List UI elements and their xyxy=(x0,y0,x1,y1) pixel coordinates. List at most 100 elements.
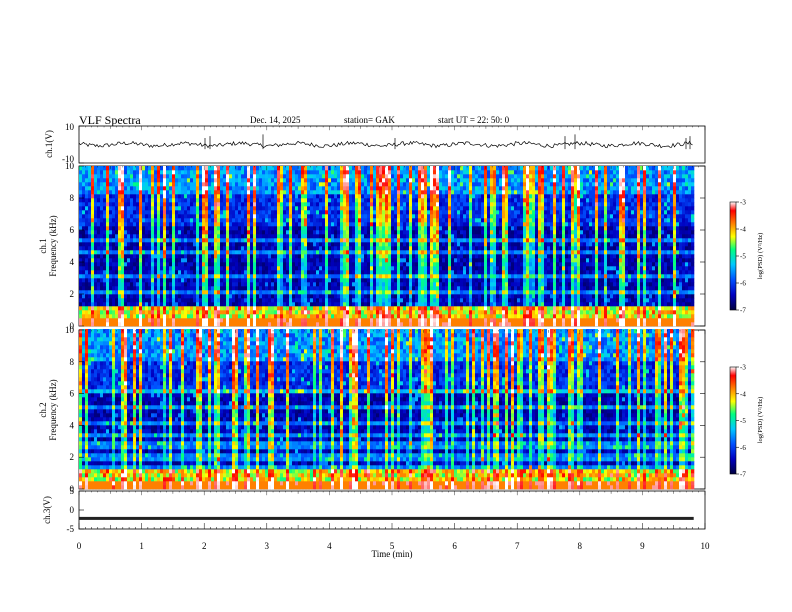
spectrogram-cell xyxy=(214,282,218,287)
spectrogram-cell xyxy=(166,242,170,247)
spectrogram-cell xyxy=(238,226,242,231)
spectrogram-cell xyxy=(229,170,233,175)
spectrogram-cell xyxy=(448,322,452,327)
spectrogram-cell xyxy=(181,246,185,251)
spectrogram-cell xyxy=(400,266,404,271)
spectrogram-cell xyxy=(97,286,101,291)
spectrogram-cell xyxy=(304,246,308,251)
spectrogram-cell xyxy=(412,306,416,311)
spectrogram-cell xyxy=(328,202,332,207)
spectrogram-cell xyxy=(364,298,368,303)
spectrogram-cell xyxy=(241,310,245,315)
spectrogram-cell xyxy=(430,242,434,247)
spectrogram-cell xyxy=(445,226,449,231)
spectrogram-cell xyxy=(259,174,263,179)
spectrogram-cell xyxy=(433,206,437,211)
spectrogram-cell xyxy=(361,302,365,307)
spectrogram-cell xyxy=(214,170,218,175)
spectrogram-cell xyxy=(112,194,116,199)
spectrogram-cell xyxy=(88,282,92,287)
spectrogram-cell xyxy=(307,298,311,303)
spectrogram-cell xyxy=(415,226,419,231)
spectrogram-cell xyxy=(85,238,89,243)
spectrogram-cell xyxy=(373,318,377,323)
spectrogram-cell xyxy=(178,274,182,279)
spectrogram-cell xyxy=(403,246,407,251)
spectrogram-cell xyxy=(268,202,272,207)
spectrogram-cell xyxy=(283,306,287,311)
spectrogram-cell xyxy=(433,290,437,295)
spectrogram-cell xyxy=(133,306,137,311)
spectrogram-cell xyxy=(445,214,449,219)
spectrogram-cell xyxy=(280,310,284,315)
spectrogram-cell xyxy=(148,198,152,203)
spectrogram-cell xyxy=(175,258,179,263)
spectrogram-cell xyxy=(226,258,230,263)
spectrogram-cell xyxy=(340,214,344,219)
spectrogram-cell xyxy=(352,258,356,263)
spectrogram-cell xyxy=(232,282,236,287)
spectrogram-cell xyxy=(121,226,125,231)
spectrogram-cell xyxy=(244,230,248,235)
spectrogram-cell xyxy=(313,178,317,183)
spectrogram-cell xyxy=(130,186,134,191)
spectrogram-cell xyxy=(223,218,227,223)
spectrogram-cell xyxy=(265,194,269,199)
spectrogram-cell xyxy=(415,198,419,203)
spectrogram-cell xyxy=(250,190,254,195)
spectrogram-cell xyxy=(256,282,260,287)
spectrogram-cell xyxy=(439,294,443,299)
spectrogram-cell xyxy=(343,170,347,175)
spectrogram-cell xyxy=(88,206,92,211)
spectrogram-cell xyxy=(109,166,113,171)
spectrogram-cell xyxy=(295,310,299,315)
spectrogram-cell xyxy=(313,282,317,287)
spectrogram-cell xyxy=(289,194,293,199)
spectrogram-cell xyxy=(199,174,203,179)
spectrogram-cell xyxy=(115,274,119,279)
spectrogram-cell xyxy=(391,270,395,275)
spectrogram-cell xyxy=(154,250,158,255)
spectrogram-cell xyxy=(319,198,323,203)
spectrogram-cell xyxy=(340,302,344,307)
spectrogram-cell xyxy=(370,218,374,223)
spectrogram-cell xyxy=(235,230,239,235)
spectrogram-cell xyxy=(397,294,401,299)
spectrogram-cell xyxy=(151,234,155,239)
spectrogram-cell xyxy=(196,266,200,271)
spectrogram-cell xyxy=(304,278,308,283)
spectrogram-cell xyxy=(250,250,254,255)
spectrogram-cell xyxy=(154,198,158,203)
spectrogram-cell xyxy=(109,318,113,323)
spectrogram-cell xyxy=(361,318,365,323)
spectrogram-cell xyxy=(370,322,374,327)
spectrogram-cell xyxy=(139,198,143,203)
spectrogram-cell xyxy=(250,178,254,183)
spectrogram-cell xyxy=(223,178,227,183)
spectrogram-cell xyxy=(169,182,173,187)
spectrogram-cell xyxy=(253,294,257,299)
spectrogram-cell xyxy=(205,222,209,227)
spectrogram-cell xyxy=(166,302,170,307)
spectrogram-cell xyxy=(178,318,182,323)
spectrogram-cell xyxy=(82,274,86,279)
spectrogram-cell xyxy=(286,270,290,275)
spectrogram-cell xyxy=(193,322,197,327)
spectrogram-cell xyxy=(340,222,344,227)
spectrogram-cell xyxy=(349,230,353,235)
spectrogram-cell xyxy=(310,182,314,187)
spectrogram-cell xyxy=(82,234,86,239)
spectrogram-cell xyxy=(187,286,191,291)
spectrogram-cell xyxy=(130,286,134,291)
spectrogram-cell xyxy=(280,194,284,199)
spectrogram-cell xyxy=(190,202,194,207)
spectrogram-cell xyxy=(181,166,185,171)
spectrogram-cell xyxy=(382,202,386,207)
spectrogram-cell xyxy=(430,166,434,171)
spectrogram-cell xyxy=(286,222,290,227)
spectrogram-cell xyxy=(94,306,98,311)
spectrogram-cell xyxy=(109,198,113,203)
spectrogram-cell xyxy=(262,310,266,315)
spectrogram-cell xyxy=(268,314,272,319)
spectrogram-cell xyxy=(292,246,296,251)
